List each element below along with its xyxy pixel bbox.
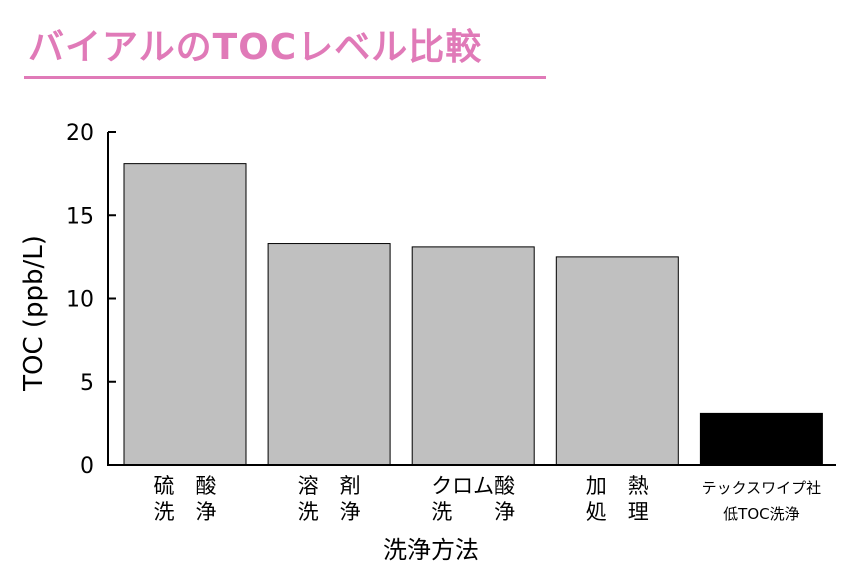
- category-label-4-0: テックスワイプ社: [702, 479, 822, 497]
- category-label-3-1: 処 理: [586, 500, 649, 524]
- bar-4: [699, 412, 823, 466]
- category-label-2-1: 洗 浄: [431, 500, 515, 524]
- bar-0: [123, 163, 247, 466]
- y-axis-label: TOC (ppb/L): [19, 235, 49, 392]
- category-label-1-1: 洗 浄: [298, 500, 361, 524]
- y-tick-label-5: 5: [80, 371, 94, 396]
- title-underline: [24, 76, 546, 79]
- category-label-3-0: 加 熱: [586, 474, 649, 498]
- x-axis-label: 洗浄方法: [383, 536, 479, 564]
- category-label-0-1: 洗 浄: [154, 500, 217, 524]
- category-label-1-0: 溶 剤: [298, 474, 361, 498]
- category-label-4-1: 低TOC洗浄: [723, 505, 799, 523]
- y-tick-label-0: 0: [80, 454, 94, 479]
- bar-1: [267, 243, 391, 466]
- category-label-2-0: クロム酸: [431, 474, 515, 498]
- bar-2: [411, 246, 535, 466]
- bar-3: [555, 256, 679, 466]
- y-tick-label-15: 15: [66, 204, 94, 229]
- y-tick-label-10: 10: [66, 288, 94, 313]
- category-label-0-0: 硫 酸: [154, 474, 217, 498]
- chart-title: バイアルのTOCレベル比較: [28, 27, 483, 68]
- y-tick-label-20: 20: [66, 121, 94, 146]
